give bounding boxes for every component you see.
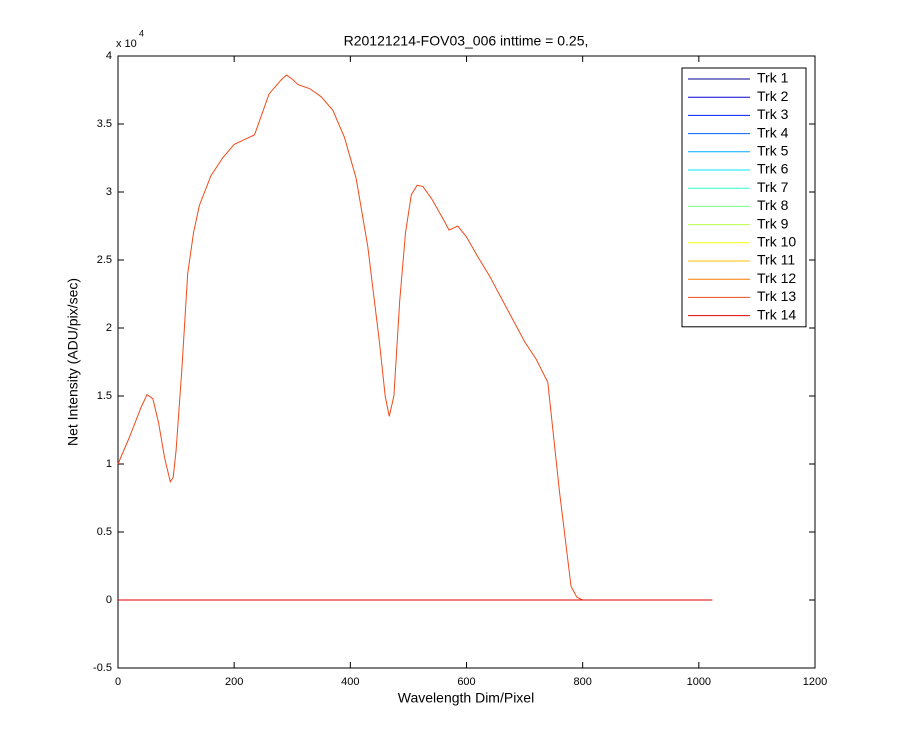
x-tick-label: 200: [225, 676, 243, 688]
legend-label: Trk 9: [757, 215, 789, 231]
legend-label: Trk 7: [757, 179, 789, 195]
y-tick-label: 3.5: [97, 118, 112, 130]
y-tick-label: 4: [106, 50, 112, 62]
legend-label: Trk 4: [757, 124, 789, 140]
legend-label: Trk 8: [757, 197, 789, 213]
y-multiplier-exponent: 4: [139, 28, 144, 38]
x-axis-label: Wavelength Dim/Pixel: [398, 690, 534, 706]
x-tick-label: 600: [457, 676, 475, 688]
legend-label: Trk 12: [757, 270, 796, 286]
legend-label: Trk 1: [757, 70, 789, 86]
legend-label: Trk 10: [757, 234, 796, 250]
x-tick-label: 0: [115, 676, 121, 688]
x-tick-label: 1000: [687, 676, 711, 688]
chart-title: R20121214-FOV03_006 inttime = 0.25,: [344, 33, 589, 49]
y-tick-label: 1: [106, 458, 112, 470]
y-tick-label: 2: [106, 322, 112, 334]
y-tick-label: 0.5: [97, 526, 112, 538]
legend-label: Trk 11: [757, 252, 795, 268]
series-line: [117, 74, 713, 601]
legend-label: Trk 13: [757, 288, 796, 304]
legend-label: Trk 6: [757, 161, 789, 177]
x-tick-label: 1200: [803, 676, 827, 688]
y-multiplier: x 10: [116, 38, 137, 50]
legend-box: [681, 67, 807, 328]
x-tick-label: 400: [341, 676, 359, 688]
x-tick-label: 800: [573, 676, 591, 688]
y-tick-label: 2.5: [97, 254, 112, 266]
y-tick-label: 3: [106, 186, 112, 198]
legend-label: Trk 2: [757, 88, 789, 104]
legend-label: Trk 5: [757, 143, 789, 159]
y-tick-label: -0.5: [93, 662, 112, 674]
legend-label: Trk 3: [757, 106, 789, 122]
y-tick-label: 1.5: [97, 390, 112, 402]
y-axis-label: Net Intensity (ADU/pix/sec): [65, 278, 81, 446]
y-tick-label: 0: [106, 594, 112, 606]
legend-label: Trk 14: [757, 306, 796, 322]
